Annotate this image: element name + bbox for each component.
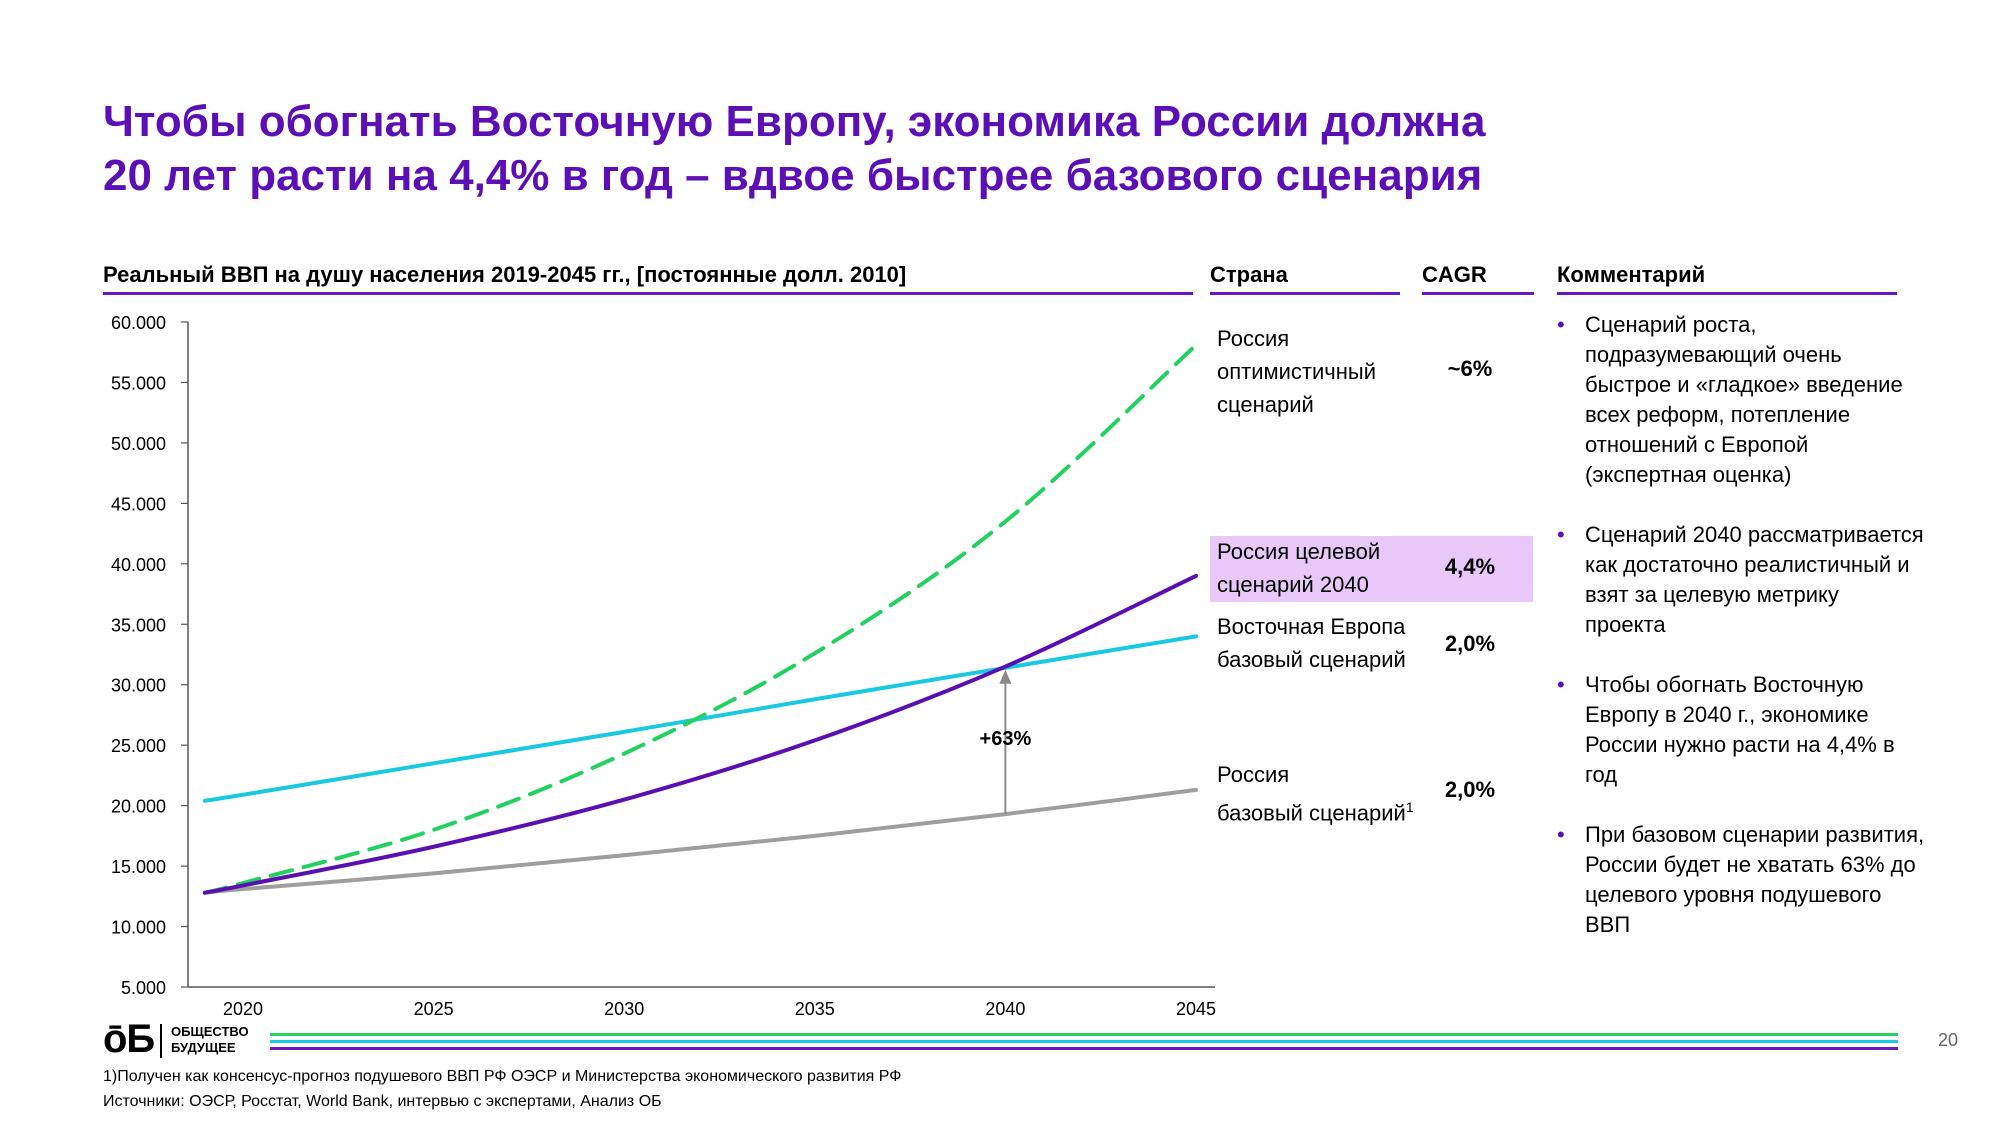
page-number: 20 — [1938, 1030, 1959, 1050]
legend-optimistic-line1: Россия — [1217, 326, 1290, 351]
legend-eastern-europe-line2: базовый сценарий — [1217, 647, 1406, 672]
logo-divider — [160, 1024, 162, 1058]
comment-header: Комментарий — [1557, 262, 1897, 295]
footer-line-cyan — [270, 1040, 1898, 1043]
legend-base-footnote-mark: 1 — [1405, 799, 1414, 815]
comment-list: • Сценарий роста, подразумевающий очень б… — [1555, 310, 1925, 970]
y-tick-label: 15.000 — [111, 857, 166, 877]
legend-eastern-europe-line1: Восточная Европа — [1217, 614, 1406, 639]
legend-optimistic-line2: оптимистичный — [1217, 359, 1377, 384]
comment-text: Сценарий 2040 рассматривается как достат… — [1585, 522, 1924, 637]
y-tick-label: 5.000 — [121, 978, 166, 998]
series-target-line — [202, 573, 1198, 895]
x-tick-label: 2040 — [985, 999, 1025, 1019]
legend-base-line1: Россия — [1217, 762, 1290, 787]
y-tick-label: 30.000 — [111, 676, 166, 696]
bullet-icon: • — [1557, 312, 1565, 337]
target-scenario-highlight — [1210, 536, 1533, 602]
comment-text: При базовом сценарии развития, России бу… — [1585, 822, 1925, 937]
comment-item: • Сценарий 2040 рассматривается как доста… — [1555, 520, 1925, 640]
bullet-icon: • — [1557, 822, 1565, 847]
legend-optimistic-line3: сценарий — [1217, 392, 1314, 417]
legend-base-line2: базовый сценарий — [1217, 800, 1406, 826]
y-tick-label: 20.000 — [111, 797, 166, 817]
cagr-eastern-europe: 2,0% — [1444, 631, 1496, 656]
cagr-optimistic: ~6% — [1447, 356, 1493, 381]
legend-base-line2-wrap: базовый сценарий1 — [1217, 791, 1414, 829]
y-tick-label: 55.000 — [111, 373, 166, 393]
page-title: Чтобы обогнать Восточную Европу, экономи… — [103, 95, 1853, 203]
logo-text-line2: БУДУЩЕЕ — [171, 1040, 236, 1055]
cagr-base: 2,0% — [1444, 777, 1496, 802]
gap-annotation-label: +63% — [980, 728, 1032, 750]
series-base-line — [202, 787, 1198, 895]
comment-text: Чтобы обогнать Восточную Европу в 2040 г… — [1585, 672, 1895, 787]
legend-target-line1: Россия целевой — [1217, 539, 1381, 564]
y-tick-label: 10.000 — [111, 918, 166, 938]
x-tick-label: 2035 — [795, 999, 835, 1019]
comment-item: • Сценарий роста, подразумевающий очень б… — [1555, 310, 1925, 490]
y-tick-label: 60.000 — [111, 313, 166, 333]
cagr-target: 4,4% — [1444, 554, 1496, 579]
footer-line-green — [270, 1033, 1898, 1036]
sources: Источники: ОЭСР, Росстат, World Bank, ин… — [103, 1093, 662, 1110]
title-line-2: 20 лет расти на 4,4% в год – вдвое быстр… — [103, 151, 1483, 200]
gap-arrow-head — [999, 669, 1012, 684]
y-tick-label: 25.000 — [111, 736, 166, 756]
title-line-1: Чтобы обогнать Восточную Европу, экономи… — [103, 97, 1486, 146]
x-tick-label: 2045 — [1176, 999, 1216, 1019]
legend-target: Россия целевой сценарий 2040 — [1217, 535, 1380, 601]
logo-text-line1: ОБЩЕСТВО — [171, 1024, 249, 1039]
x-tick-label: 2030 — [604, 999, 644, 1019]
legend-eastern-europe: Восточная Европа базовый сценарий — [1217, 610, 1406, 676]
legend-optimistic: Россия оптимистичный сценарий — [1217, 322, 1376, 421]
y-tick-label: 45.000 — [111, 494, 166, 514]
legend-base: Россия базовый сценарий1 — [1217, 758, 1414, 829]
footnote: 1)Получен как консенсус-прогноз подушево… — [103, 1068, 902, 1085]
y-tick-label: 40.000 — [111, 555, 166, 575]
cagr-header: CAGR — [1422, 262, 1534, 295]
comment-item: • При базовом сценарии развития, России б… — [1555, 820, 1925, 940]
y-tick-label: 50.000 — [111, 434, 166, 454]
series-optimistic-line — [202, 342, 1198, 895]
chart-header: Реальный ВВП на душу населения 2019-2045… — [103, 262, 1193, 295]
legend-target-line2: сценарий 2040 — [1217, 572, 1369, 597]
gdp-line-chart: 5.000 10.000 15.000 20.000 25.000 30.000 35.00… — [111, 313, 1216, 1019]
footer-line-purple — [270, 1047, 1898, 1050]
bullet-icon: • — [1557, 672, 1565, 697]
logo-text: ОБЩЕСТВО БУДУЩЕЕ — [171, 1024, 249, 1056]
comment-item: • Чтобы обогнать Восточную Европу в 2040 … — [1555, 670, 1925, 790]
y-tick-label: 35.000 — [111, 615, 166, 635]
bullet-icon: • — [1557, 522, 1565, 547]
comment-text: Сценарий роста, подразумевающий очень бы… — [1585, 312, 1903, 487]
logo-mark: ōБ — [103, 1017, 155, 1061]
x-tick-label: 2020 — [223, 999, 263, 1019]
x-tick-label: 2025 — [414, 999, 454, 1019]
country-header: Страна — [1210, 262, 1400, 295]
